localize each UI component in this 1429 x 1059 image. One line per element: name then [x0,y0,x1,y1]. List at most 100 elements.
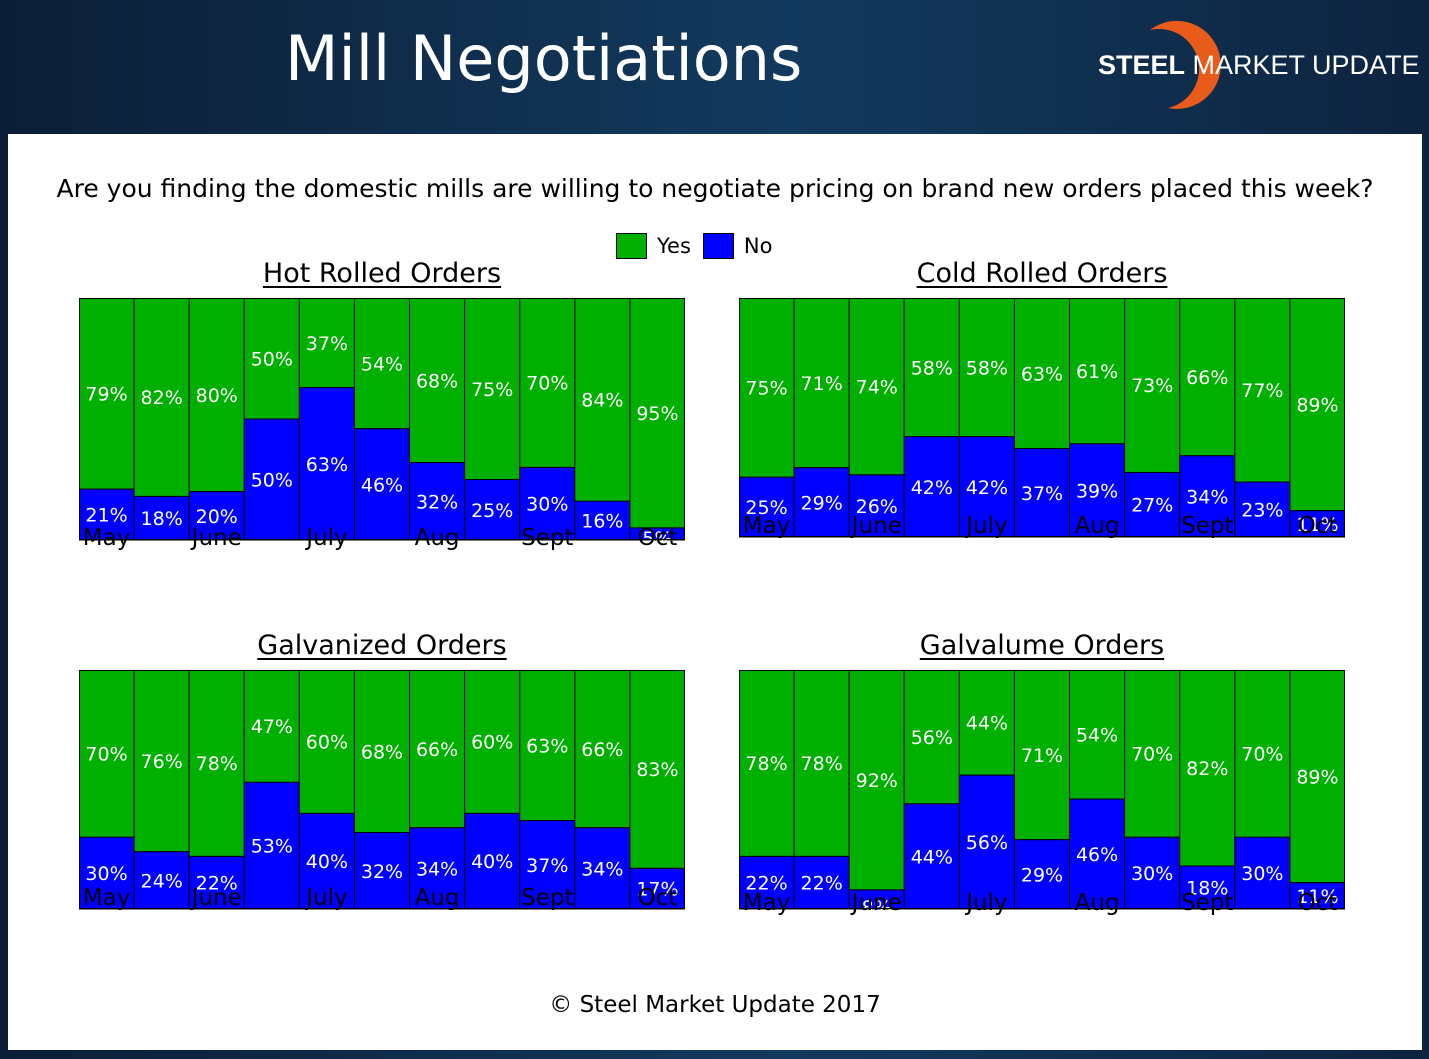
data-label-no-7: 25% [471,500,513,522]
data-label-no-8: 34% [1186,486,1228,508]
bar-yes-2 [848,298,905,476]
x-axis-label: Sept [521,525,573,551]
data-label-yes-3: 58% [911,357,953,379]
data-label-no-9: 23% [1241,500,1283,522]
x-axis-label: Sept [521,885,573,911]
data-label-no-10: 17% [636,879,678,901]
plot-border [739,298,1345,537]
x-axis-label: Oct [1298,513,1338,539]
x-axis-label: Oct [638,525,678,551]
bar-no-1 [793,467,850,538]
data-label-yes-2: 74% [856,376,898,398]
header: Mill Negotiations STEEL MARKET UPDATE [0,0,1429,134]
data-label-no-9: 30% [1241,863,1283,885]
chart-title: Cold Rolled Orders [916,258,1168,289]
bar-yes-10 [1289,298,1345,512]
bar-no-5 [353,832,411,910]
data-label-no-5: 29% [1021,864,1063,886]
bar-no-1 [133,851,190,910]
data-label-no-0: 21% [85,505,127,527]
bar-no-3 [903,803,960,910]
data-label-yes-8: 70% [526,373,568,395]
data-label-no-8: 18% [1186,877,1228,899]
bar-yes-7 [1124,298,1181,473]
data-label-no-4: 42% [966,477,1008,499]
bar-no-3 [243,781,300,910]
x-axis-label: Oct [638,885,678,911]
bar-yes-1 [133,298,190,497]
chart-legend: Yes No [616,233,784,259]
legend-swatch-no [702,233,734,259]
x-axis-label: Sept [1181,513,1233,539]
bar-no-7 [464,479,521,541]
bar-yes-0 [79,670,135,838]
chart-plot: 70% 30% 76% 24% 78% 22% 47% 53% 60% 40% 68% 32% 66% 3… [79,670,685,911]
x-axis-label: July [304,885,347,911]
bar-yes-4 [298,298,355,389]
bar-yes-5 [353,670,411,834]
data-label-no-4: 40% [306,851,348,873]
legend-swatch-yes [616,233,647,259]
data-label-no-3: 44% [911,846,953,868]
data-label-yes-1: 78% [801,753,843,775]
data-label-yes-4: 60% [306,732,348,754]
data-label-no-2: 26% [856,496,898,518]
bar-no-6 [409,827,466,910]
data-label-yes-6: 66% [416,739,458,761]
data-label-yes-8: 66% [1186,367,1228,389]
data-label-no-1: 24% [141,870,183,892]
data-label-yes-0: 78% [745,753,787,775]
data-label-yes-4: 44% [966,713,1008,735]
bar-yes-1 [793,298,850,469]
data-label-no-0: 25% [745,497,787,519]
data-label-no-7: 40% [471,851,513,873]
x-axis-label: Oct [1298,890,1338,916]
bar-no-8 [1179,865,1236,910]
x-axis-label: May [743,890,791,916]
data-label-no-2: 22% [196,873,238,895]
bar-no-9 [574,500,631,541]
data-label-yes-0: 79% [85,384,127,406]
plot-border [739,670,1345,909]
x-axis-label: Aug [415,525,460,551]
bar-no-5 [353,428,411,541]
data-label-yes-9: 84% [581,390,623,412]
chart-title: Galvanized Orders [257,630,507,661]
bar-no-3 [903,436,960,538]
x-axis-label: July [964,890,1007,916]
data-label-no-4: 63% [306,454,348,476]
copyright-notice: © Steel Market Update 2017 [549,992,881,1018]
legend-label-yes: Yes [657,234,691,258]
data-label-yes-1: 71% [801,373,843,395]
data-label-yes-9: 66% [581,739,623,761]
legend-label-no: No [743,234,773,258]
x-axis-label: Aug [1075,890,1120,916]
bar-no-8 [519,466,576,541]
data-label-no-9: 34% [581,858,623,880]
data-label-yes-8: 63% [526,735,568,757]
data-label-no-6: 34% [416,858,458,880]
chart-title: Hot Rolled Orders [262,258,502,289]
bar-yes-9 [574,670,631,829]
data-label-yes-0: 75% [745,378,787,400]
chart-plot: 79% 21% 82% 18% 80% 20% 50% 50% 37% 63% 54% 46% 68% 3… [79,298,685,551]
data-label-no-5: 46% [361,474,403,496]
bar-yes-10 [1289,670,1345,884]
bar-no-5 [1013,839,1071,910]
chart-plot: 78%22%78%22%92%8%56%44%44%56%71%29%54%46… [739,670,1345,919]
logo-swoosh-icon [1150,20,1221,109]
content-panel: Are you finding the domestic mills are w… [8,134,1422,1050]
data-label-yes-0: 70% [85,744,127,766]
bar-yes-10 [629,670,685,869]
data-label-yes-6: 61% [1076,361,1118,383]
plot-border [79,670,685,909]
bar-yes-6 [1069,670,1126,800]
x-axis-label: June [190,885,242,911]
bar-yes-4 [298,670,355,814]
data-label-no-5: 32% [361,861,403,883]
data-label-yes-4: 58% [966,357,1008,379]
x-axis-label: May [83,525,131,551]
data-label-no-1: 18% [141,508,183,530]
data-label-no-6: 32% [416,491,458,513]
x-axis-label: June [850,513,902,539]
